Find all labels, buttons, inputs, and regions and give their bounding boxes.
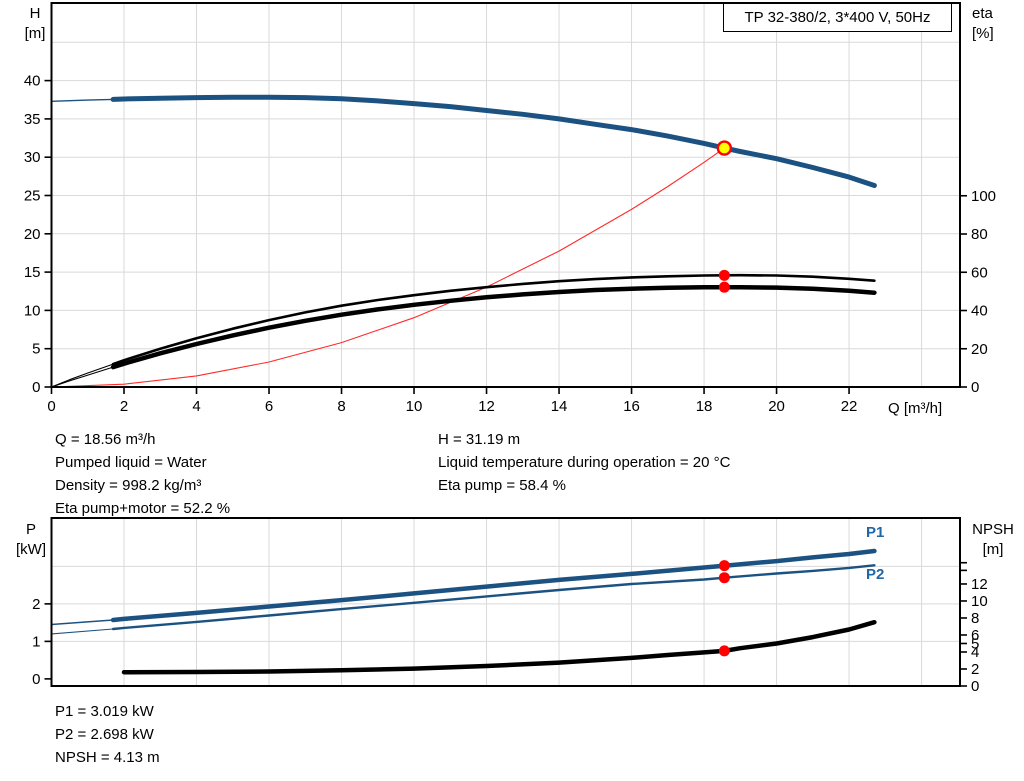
y-right-tick-label: 60	[971, 264, 988, 281]
eta-pump-motor-curve-lead	[50, 366, 114, 388]
y-left-tick-label: 1	[32, 633, 40, 650]
annotation-q: Q = 18.56 m³/h	[55, 431, 156, 448]
y-right-tick-label: 6	[971, 627, 979, 644]
y-left-tick-label: 40	[24, 73, 41, 90]
annotation-p2: P2 = 2.698 kW	[55, 726, 154, 743]
pump-title-box: TP 32-380/2, 3*400 V, 50Hz	[723, 3, 952, 32]
x-tick-label: 2	[120, 398, 128, 415]
axis-tick-labels: 0 2 4 6 8 10 12 14 16 18 20 22 0 5 10 15 20 25 30 35 40 0 20 40…	[24, 73, 996, 415]
annotation-npsh: NPSH = 4.13 m	[55, 749, 160, 766]
qh-pump-curve-lead	[50, 98, 114, 103]
x-tick-label: 10	[406, 398, 423, 415]
npsh-duty-dot	[718, 645, 730, 657]
eta-pump-motor-curve	[110, 284, 877, 370]
npsh-axis-label: NPSH [m]	[962, 520, 1024, 560]
p1-curve-label: P1	[866, 524, 885, 541]
duty-annotations-right: H = 31.19 m Liquid temperature during op…	[438, 428, 730, 497]
y-left-tick-label: 5	[32, 341, 40, 358]
h-axis-symbol: H	[29, 5, 41, 22]
npsh-axis-unit: [m]	[982, 541, 1004, 558]
y-right-tick-label: 5	[971, 635, 979, 652]
y-left-tick-label: 30	[24, 149, 41, 166]
y-left-tick-label: 2	[32, 596, 40, 613]
eta-pump-motor-duty-dot	[718, 281, 730, 293]
qh-eta-chart: 0 2 4 6 8 10 12 14 16 18 20 22 0 5 10 15 20 25 30 35 40 0 20 40…	[24, 2, 996, 415]
eta-axis-label: eta [%]	[972, 4, 1016, 44]
p-axis-unit: [kW]	[16, 541, 46, 558]
x-tick-label: 22	[841, 398, 858, 415]
plot-frame	[50, 517, 961, 687]
annotation-temperature: Liquid temperature during operation = 20…	[438, 454, 731, 471]
p-axis-label: P [kW]	[10, 520, 52, 560]
annotation-h: H = 31.19 m	[438, 431, 521, 448]
duty-annotations-bottom: P1 = 3.019 kW P2 = 2.698 kW NPSH = 4.13 …	[55, 700, 160, 769]
p1-curve	[110, 548, 877, 623]
gridlines	[51, 518, 960, 686]
eta-pump-curve	[111, 273, 876, 366]
q-axis-unit-label: Q [m³/h]	[888, 400, 943, 417]
y-left-tick-label: 15	[24, 264, 41, 281]
p2-curve	[111, 564, 876, 631]
y-left-tick-label: 10	[24, 302, 41, 319]
h-axis-unit: [m]	[24, 25, 46, 42]
x-tick-label: 0	[47, 398, 55, 415]
y-right-tick-label: 100	[971, 188, 996, 205]
p-axis-symbol: P	[25, 521, 36, 538]
y-right-tick-label: 0	[971, 379, 979, 396]
pump-title-text: TP 32-380/2, 3*400 V, 50Hz	[744, 9, 931, 26]
y-right-tick-label: 4	[971, 644, 979, 661]
npsh-axis-symbol: NPSH	[972, 521, 1014, 538]
x-tick-label: 12	[478, 398, 495, 415]
p2-curve-label: P2	[866, 566, 885, 583]
eta-axis-symbol: eta	[972, 5, 993, 22]
y-right-tick-label: 20	[971, 341, 988, 358]
annotation-liquid: Pumped liquid = Water	[55, 454, 207, 471]
y-right-tick-label: 12	[971, 576, 988, 593]
eta-axis-unit: [%]	[972, 25, 994, 42]
annotation-p1: P1 = 3.019 kW	[55, 703, 154, 720]
p2-duty-dot	[718, 572, 730, 584]
x-tick-label: 16	[623, 398, 640, 415]
p2-curve-lead	[50, 628, 114, 635]
x-tick-label: 8	[337, 398, 345, 415]
axis-ticks	[44, 79, 967, 394]
annotation-eta-pump: Eta pump = 58.4 %	[438, 477, 566, 494]
x-tick-label: 14	[551, 398, 568, 415]
duty-point-marker	[716, 140, 733, 156]
x-tick-label: 18	[696, 398, 713, 415]
p1-curve-lead	[50, 619, 114, 626]
y-right-tick-label: 0	[971, 678, 979, 695]
y-left-tick-label: 20	[24, 226, 41, 243]
gridlines	[51, 3, 960, 387]
qh-pump-curve	[110, 94, 877, 188]
y-left-tick-label: 0	[32, 671, 40, 688]
y-right-tick-label: 80	[971, 226, 988, 243]
y-left-tick-label: 0	[32, 379, 40, 396]
npsh-curve	[121, 619, 877, 675]
duty-annotations-left: Q = 18.56 m³/h Pumped liquid = Water Den…	[55, 428, 230, 520]
p1-duty-dot	[718, 560, 730, 572]
annotation-density: Density = 998.2 kg/m³	[55, 477, 202, 494]
axis-ticks	[44, 561, 967, 687]
y-right-tick-label: 2	[971, 661, 979, 678]
y-right-tick-label: 40	[971, 303, 988, 320]
eta-pump-duty-dot	[718, 269, 730, 281]
y-right-tick-label: 8	[971, 610, 979, 627]
y-right-tick-label: 10	[971, 593, 988, 610]
x-tick-label: 20	[768, 398, 785, 415]
x-tick-label: 6	[265, 398, 273, 415]
h-axis-label: H [m]	[18, 4, 52, 44]
y-left-tick-label: 25	[24, 187, 41, 204]
x-tick-label: 4	[192, 398, 200, 415]
y-left-tick-label: 35	[24, 111, 41, 128]
eta-pump-curve-lead	[50, 363, 114, 388]
annotation-eta-pump-motor: Eta pump+motor = 52.2 %	[55, 500, 231, 517]
